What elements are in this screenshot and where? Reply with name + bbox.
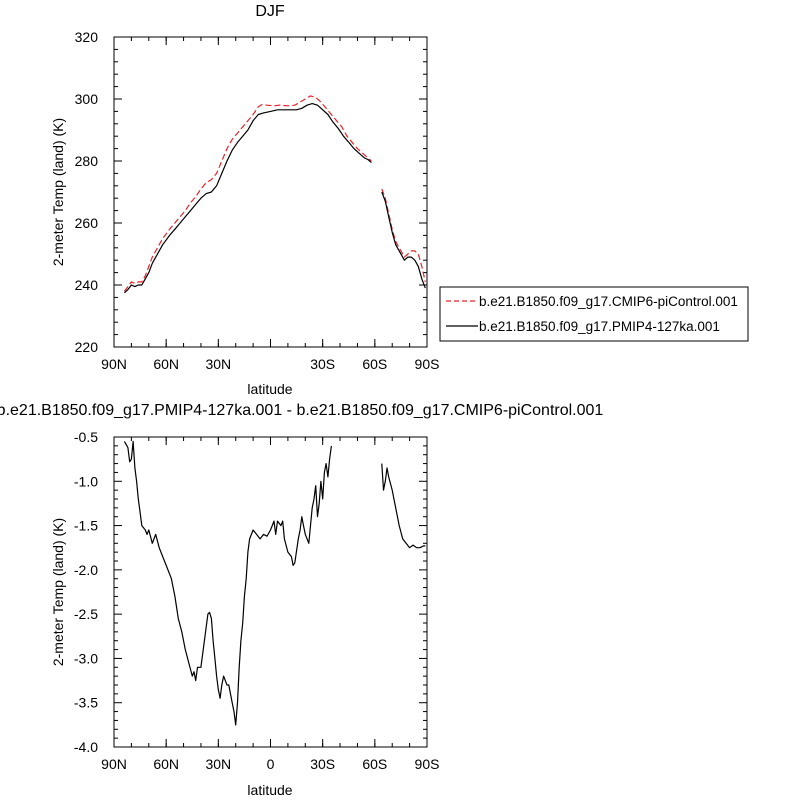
bottom-chart-title: b.e21.B1850.f09_g17.PMIP4-127ka.001 - b.…: [0, 402, 603, 419]
bottom-chart-x-axis-label: latitude: [247, 782, 292, 798]
x-tick-label: 90N: [101, 356, 127, 372]
y-tick-label: 260: [75, 215, 99, 231]
bottom-chart-y-tick-labels: -4.0 -3.5 -3.0 -2.5 -2.0 -1.5 -1.0 -0.5: [74, 429, 98, 755]
y-tick-label: 300: [75, 91, 99, 107]
top-chart-x-axis-label: latitude: [247, 381, 292, 397]
series-line-0-segment-1: [381, 463, 426, 549]
top-chart-ticks: [113, 36, 428, 348]
bottom-chart: b.e21.B1850.f09_g17.PMIP4-127ka.001 - b.…: [0, 402, 603, 798]
y-tick-label: -2.0: [74, 562, 98, 578]
y-tick-label: -4.0: [74, 739, 98, 755]
y-tick-label: -1.0: [74, 473, 98, 489]
y-tick-label: 280: [75, 153, 99, 169]
legend-box: [439, 286, 749, 342]
y-tick-label: -2.5: [74, 606, 98, 622]
x-tick-label: 60N: [153, 356, 179, 372]
x-tick-label: 30S: [310, 756, 335, 772]
top-chart-x-tick-labels: 90N 60N 30N 30S 60S 90S: [101, 356, 439, 372]
x-tick-label: 30N: [205, 756, 231, 772]
series-line-1-segment-0: [123, 102, 372, 294]
series-line-0-segment-0: [123, 440, 332, 726]
x-tick-label: 60S: [362, 756, 387, 772]
y-tick-label: 240: [75, 277, 99, 293]
x-tick-label: 90N: [101, 756, 127, 772]
y-tick-label: -3.0: [74, 650, 98, 666]
bottom-chart-lines: [123, 440, 426, 726]
series-line-1-segment-1: [381, 191, 426, 289]
x-tick-label: 30S: [310, 356, 335, 372]
top-chart-frame: [113, 36, 428, 348]
x-tick-label: 90S: [415, 756, 440, 772]
y-tick-label: 320: [75, 29, 99, 45]
top-chart-y-tick-labels: 220 240 260 280 300 320: [75, 29, 99, 355]
x-tick-label: 0: [267, 756, 275, 772]
top-chart: DJF 90N 60N 30N 30S 60S 90S 220 240 260 280 300 32…: [50, 3, 749, 397]
x-tick-label: 60N: [153, 756, 179, 772]
bottom-chart-x-tick-labels: 90N 60N 30N 0 30S 60S 90S: [101, 756, 439, 772]
y-tick-label: -1.5: [74, 518, 98, 534]
bottom-chart-y-axis-label: 2-meter Temp (land) (K): [50, 518, 66, 666]
x-tick-label: 30N: [205, 356, 231, 372]
top-chart-lines: [123, 95, 426, 294]
top-chart-y-axis-label: 2-meter Temp (land) (K): [50, 118, 66, 266]
y-tick-label: -0.5: [74, 429, 98, 445]
y-tick-label: -3.5: [74, 695, 98, 711]
x-tick-label: 60S: [362, 356, 387, 372]
legend: b.e21.B1850.f09_g17.CMIP6-piControl.001 …: [439, 286, 749, 342]
x-tick-label: 90S: [415, 356, 440, 372]
series-line-0-segment-0: [123, 95, 372, 292]
y-tick-label: 220: [75, 339, 99, 355]
legend-entry-cmip6: b.e21.B1850.f09_g17.CMIP6-piControl.001: [479, 294, 738, 309]
top-chart-title: DJF: [255, 3, 285, 20]
legend-entry-pmip4: b.e21.B1850.f09_g17.PMIP4-127ka.001: [479, 319, 720, 334]
series-line-0-segment-1: [381, 188, 426, 283]
bottom-chart-ticks: [113, 436, 428, 748]
bottom-chart-frame: [113, 436, 428, 748]
